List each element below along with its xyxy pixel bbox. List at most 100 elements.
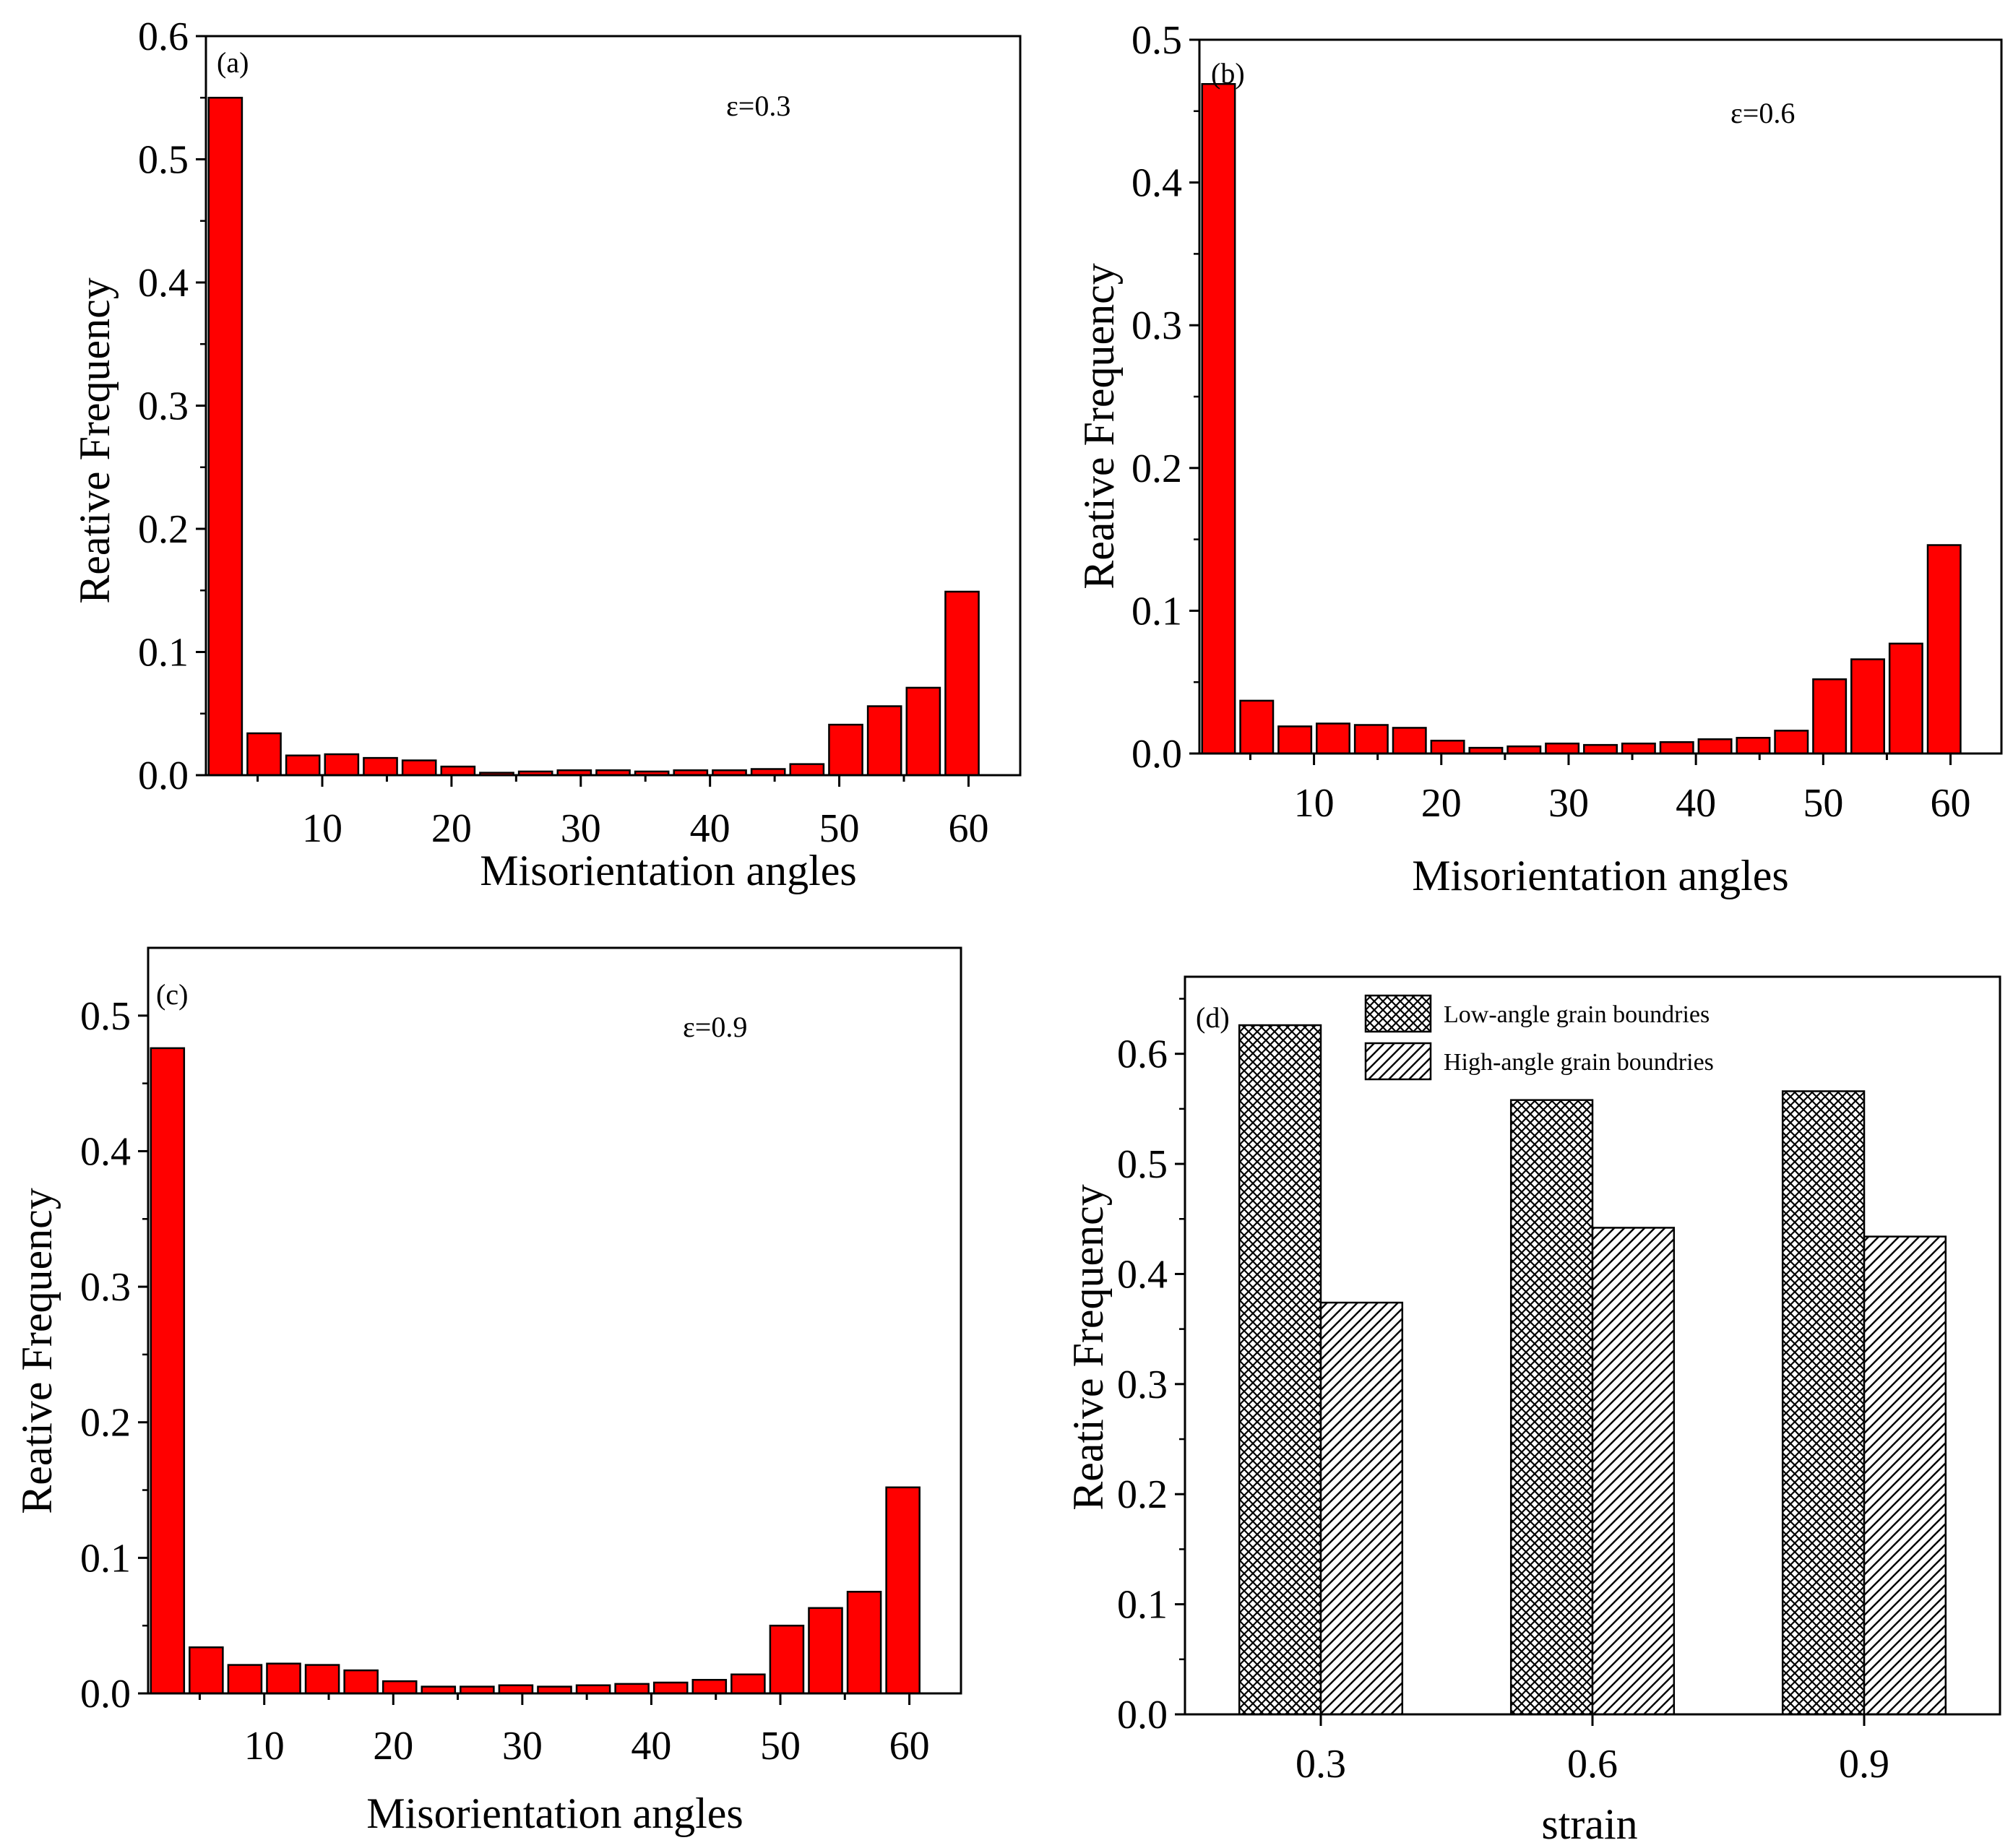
histogram-bar xyxy=(150,1047,186,1695)
panel-label: (c) xyxy=(156,978,188,1011)
x-tick-label: 60 xyxy=(889,1724,930,1769)
histogram-bar xyxy=(905,686,941,777)
x-tick-label: 0.3 xyxy=(1296,1742,1346,1787)
x-tick-label: 50 xyxy=(819,806,860,851)
histogram-bar xyxy=(1850,658,1885,755)
histogram-bar xyxy=(1736,737,1771,755)
histogram-bar xyxy=(885,1486,921,1695)
x-axis-label: Misorientation angles xyxy=(1412,852,1789,899)
histogram-bar xyxy=(1430,739,1465,755)
y-tick-label: 0.3 xyxy=(1117,1363,1168,1407)
legend-swatch-high-angle xyxy=(1364,1042,1432,1081)
plot-frame xyxy=(1198,38,2003,755)
y-tick-label: 0.5 xyxy=(1131,18,1182,63)
x-tick-label: 50 xyxy=(1803,781,1843,826)
high-angle-bar xyxy=(1319,1301,1404,1716)
histogram-bar xyxy=(343,1669,379,1695)
y-tick-label: 0.4 xyxy=(80,1129,131,1174)
histogram-bar xyxy=(614,1683,650,1695)
x-axis-label: strain xyxy=(1541,1800,1637,1848)
y-tick-label: 0.4 xyxy=(1131,161,1182,206)
panel-label: (d) xyxy=(1196,1001,1230,1034)
y-tick-label: 0.0 xyxy=(1131,732,1182,777)
histogram-bar xyxy=(1583,743,1618,755)
y-tick-label: 0.3 xyxy=(1131,303,1182,348)
x-tick-label: 10 xyxy=(302,806,342,851)
histogram-bar xyxy=(575,1684,611,1695)
histogram-bar xyxy=(382,1680,418,1695)
y-tick-label: 0.4 xyxy=(1117,1252,1168,1297)
y-tick-label: 0.2 xyxy=(1117,1472,1168,1517)
histogram-bar xyxy=(1545,742,1580,755)
x-tick-label: 10 xyxy=(244,1724,285,1769)
histogram-panel-c: 0.0 0.1 0.2 0.3 0.4 0.5 10 20 30 40 50 60 Misorienta… xyxy=(13,946,962,1837)
y-tick-label: 0.1 xyxy=(1131,589,1182,634)
histogram-bar xyxy=(440,765,476,777)
y-tick-label: 0.1 xyxy=(1117,1583,1168,1628)
y-tick-label: 0.0 xyxy=(1117,1693,1168,1737)
histogram-bar xyxy=(207,97,243,777)
histogram-bar xyxy=(1659,741,1694,755)
y-tick-label: 0.3 xyxy=(138,384,189,429)
y-axis-label: Reative Frequency xyxy=(1075,263,1123,590)
panel-label: (a) xyxy=(217,46,249,79)
histogram-bar xyxy=(1774,730,1809,755)
histogram-bar xyxy=(324,753,360,777)
x-tick-label: 10 xyxy=(1294,781,1335,826)
x-tick-label: 30 xyxy=(1548,781,1589,826)
y-tick-label: 0.6 xyxy=(138,14,189,59)
histogram-bar xyxy=(285,754,321,777)
low-angle-bar xyxy=(1238,1024,1322,1716)
histogram-bar xyxy=(1697,738,1733,755)
histogram-bar xyxy=(691,1678,728,1695)
strain-annotation: ε=0.9 xyxy=(683,1011,747,1043)
high-angle-bar xyxy=(1591,1227,1676,1716)
x-tick-label: 20 xyxy=(431,806,472,851)
x-tick-label: 40 xyxy=(1676,781,1716,826)
y-tick-label: 0.2 xyxy=(1131,446,1182,491)
x-axis-label: Misorientation angles xyxy=(366,1789,743,1837)
x-tick-label: 40 xyxy=(690,806,730,851)
histogram-bar xyxy=(1353,724,1389,755)
y-tick-label: 0.2 xyxy=(80,1401,131,1446)
strain-annotation: ε=0.6 xyxy=(1730,97,1795,129)
histogram-bar xyxy=(808,1607,843,1695)
histogram-bar xyxy=(304,1664,340,1695)
plot-frame xyxy=(204,35,1022,777)
histogram-bar xyxy=(769,1624,805,1695)
plot-frame xyxy=(147,946,962,1695)
plot-frame xyxy=(1184,975,2001,1716)
y-axis-label: Reative Frequency xyxy=(1064,1184,1112,1511)
strain-annotation: ε=0.3 xyxy=(726,90,790,122)
x-tick-label: 0.6 xyxy=(1567,1742,1618,1787)
histogram-bar xyxy=(1239,699,1275,755)
histogram-bar xyxy=(1277,725,1313,755)
histogram-bar xyxy=(789,763,825,777)
y-axis-label: Reative Frequency xyxy=(71,277,118,604)
x-tick-label: 30 xyxy=(561,806,601,851)
histogram-panel-b: 0.0 0.1 0.2 0.3 0.4 0.5 10 20 30 40 50 60 Misorienta… xyxy=(1075,18,2003,899)
histogram-bar xyxy=(1392,727,1427,755)
y-tick-label: 0.0 xyxy=(138,754,189,798)
y-tick-label: 0.5 xyxy=(1117,1142,1168,1187)
y-tick-label: 0.3 xyxy=(80,1265,131,1310)
y-tick-label: 0.6 xyxy=(1117,1032,1168,1077)
histogram-bar xyxy=(730,1673,766,1695)
histogram-bar xyxy=(828,723,863,777)
y-tick-label: 0.1 xyxy=(138,631,189,675)
histogram-bar xyxy=(1201,83,1236,755)
histogram-bar xyxy=(1621,742,1656,755)
y-tick-label: 0.4 xyxy=(138,261,189,306)
histogram-bar xyxy=(652,1681,689,1695)
histogram-bar xyxy=(1316,722,1350,755)
low-angle-bar xyxy=(1781,1090,1866,1716)
histogram-bar xyxy=(1888,642,1923,755)
legend-label: High-angle grain boundries xyxy=(1444,1049,1714,1076)
x-tick-label: 0.9 xyxy=(1839,1742,1889,1787)
high-angle-bar xyxy=(1863,1235,1947,1716)
x-axis-label: Misorientation angles xyxy=(480,847,857,894)
y-tick-label: 0.5 xyxy=(80,994,131,1039)
histogram-bar xyxy=(189,1646,224,1695)
y-tick-label: 0.2 xyxy=(138,507,189,552)
low-angle-bar xyxy=(1509,1099,1594,1716)
